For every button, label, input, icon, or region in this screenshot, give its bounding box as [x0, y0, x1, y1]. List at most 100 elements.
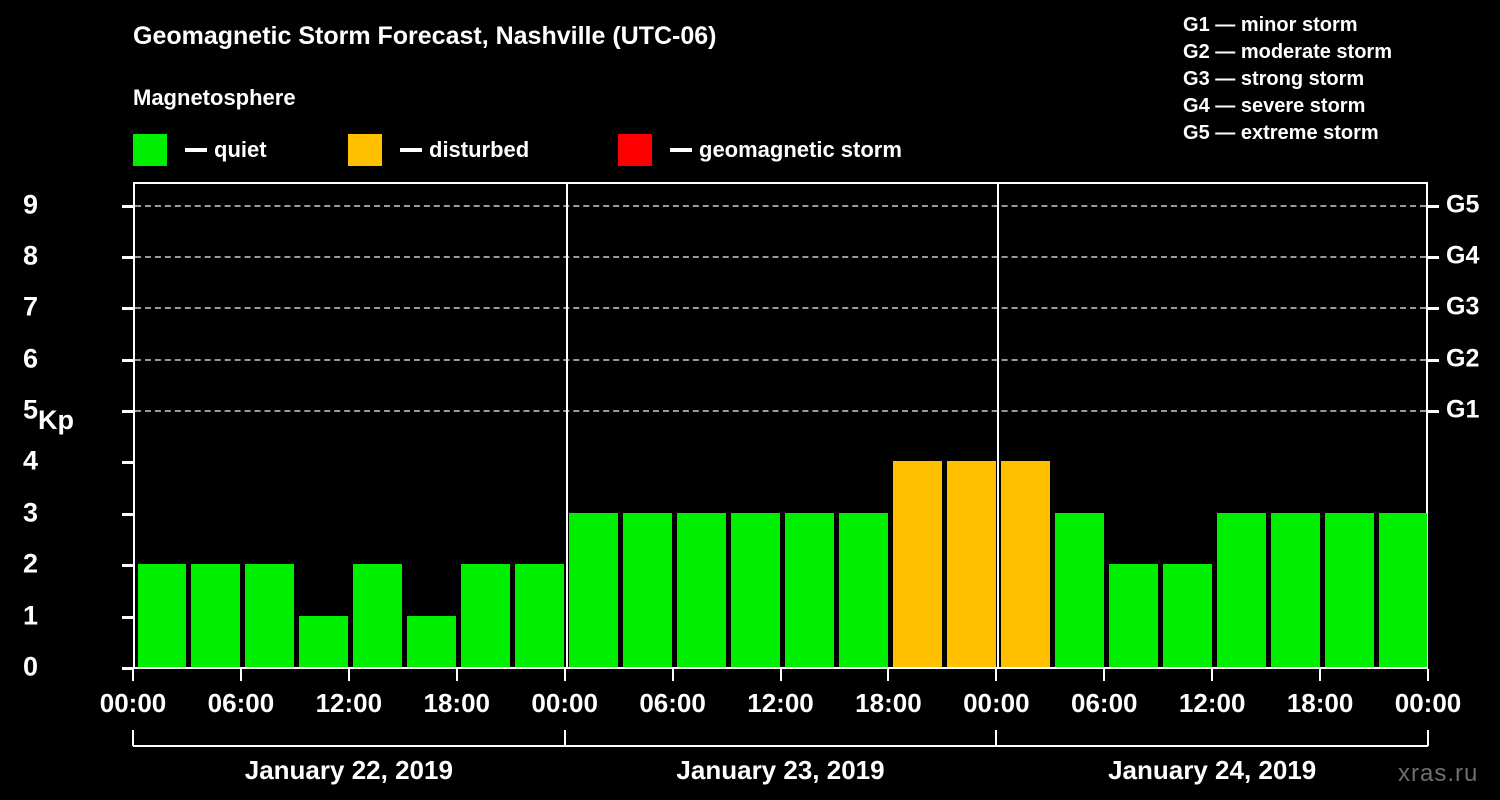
watermark: xras.ru	[1398, 760, 1479, 787]
g-legend-row-g4: G4 — severe storm	[1183, 93, 1392, 120]
x-tick-label-0: 00:00	[99, 688, 167, 718]
g-legend-row-g1: G1 — minor storm	[1183, 12, 1392, 39]
legend-dash-icon	[185, 148, 207, 152]
g-scale-legend: G1 — minor storm G2 — moderate storm G3 — …	[1183, 12, 1392, 147]
bar	[785, 512, 834, 667]
g-tick-mark-g1	[1428, 410, 1439, 414]
x-tick-label-10: 12:00	[1178, 688, 1246, 718]
bar	[731, 512, 780, 667]
y-tick-label-0: 0	[22, 651, 38, 682]
y-tick-label-3: 3	[22, 497, 38, 528]
g-axis-label-g3: G3	[1446, 292, 1480, 321]
g-legend-row-g5: G5 — extreme storm	[1183, 120, 1392, 147]
bar	[407, 615, 457, 667]
bar	[1054, 512, 1104, 667]
legend-label: quiet	[214, 137, 267, 162]
y-tick-mark-5	[122, 410, 133, 414]
y-tick-mark-3	[122, 512, 133, 516]
g-axis-label-g2: G2	[1446, 344, 1480, 373]
x-tick-label-11: 18:00	[1286, 688, 1354, 718]
x-tick-label-2: 12:00	[315, 688, 383, 718]
y-axis-title: Kp	[38, 405, 74, 435]
g-legend-row-g3: G3 — strong storm	[1183, 66, 1392, 93]
day-axis-tick	[995, 730, 998, 746]
g-tick-mark-g2	[1428, 358, 1439, 362]
bar	[1108, 564, 1158, 667]
g-tick-mark-g4	[1428, 255, 1439, 259]
day-label-1: January 22, 2019	[244, 755, 453, 785]
x-tick-mark-6	[779, 669, 782, 681]
bar	[892, 461, 942, 667]
bar	[461, 564, 511, 667]
y-tick-label-2: 2	[22, 548, 38, 579]
x-tick-label-8: 00:00	[963, 688, 1030, 718]
legend-swatch-icon	[348, 134, 382, 166]
disturbed-legend: disturbed	[348, 132, 529, 168]
bar	[353, 564, 403, 667]
g-axis-label-g4: G4	[1446, 241, 1480, 270]
y-tick-mark-4	[122, 461, 133, 465]
bar	[299, 615, 349, 667]
x-tick-mark-9	[1103, 669, 1106, 681]
x-tick-mark-7	[887, 669, 890, 681]
page-title: Geomagnetic Storm Forecast, Nashville (U…	[133, 22, 717, 50]
g-legend-text: strong storm	[1240, 68, 1365, 90]
legend-label: geomagnetic storm	[699, 137, 902, 162]
g-legend-dash-icon: —	[1209, 14, 1241, 36]
day-axis-tick	[563, 730, 566, 746]
bar	[1270, 512, 1320, 667]
bar	[245, 564, 295, 667]
x-tick-mark-2	[347, 669, 350, 681]
bar	[137, 564, 187, 667]
y-tick-mark-0	[122, 667, 133, 670]
x-tick-label-5: 06:00	[639, 688, 706, 718]
g-legend-text: severe storm	[1240, 95, 1366, 117]
y-tick-label-9: 9	[22, 189, 38, 220]
day-divider	[565, 184, 568, 667]
day-axis-tick	[1427, 730, 1429, 746]
y-tick-mark-7	[122, 307, 133, 311]
series-title: Magnetosphere	[133, 85, 296, 110]
x-tick-mark-10	[1211, 669, 1214, 681]
g-legend-text: minor storm	[1240, 14, 1358, 36]
x-tick-label-9: 06:00	[1071, 688, 1138, 718]
g-legend-dash-icon: —	[1209, 122, 1241, 144]
y-tick-mark-8	[122, 255, 133, 259]
x-tick-mark-1	[239, 669, 242, 681]
y-tick-label-6: 6	[22, 343, 38, 374]
bar	[946, 461, 996, 667]
y-tick-label-1: 1	[22, 600, 38, 631]
gridline-kp-9	[135, 204, 1426, 207]
legend-dash-icon	[670, 148, 692, 152]
x-tick-label-7: 18:00	[855, 688, 922, 718]
g-axis-label-g1: G1	[1446, 395, 1480, 424]
x-tick-label-12: 00:00	[1394, 688, 1462, 718]
day-axis-tick	[132, 730, 134, 746]
g-legend-dash-icon: —	[1209, 41, 1241, 63]
legend-dash-icon	[400, 148, 422, 152]
bar	[623, 512, 673, 667]
g-legend-code: G5	[1183, 122, 1210, 144]
x-tick-label-6: 12:00	[747, 688, 814, 718]
bar	[1324, 512, 1374, 667]
g-legend-code: G2	[1183, 41, 1210, 63]
plot-area	[133, 182, 1428, 669]
bar	[677, 512, 727, 667]
g-axis-label-g5: G5	[1446, 190, 1480, 219]
g-legend-text: extreme storm	[1240, 122, 1379, 144]
gridline-kp-8	[135, 255, 1426, 258]
x-tick-mark-8	[995, 669, 998, 681]
bar	[191, 564, 241, 667]
legend-swatch-icon	[618, 134, 652, 166]
g-tick-mark-g5	[1428, 204, 1439, 208]
g-legend-code: G1	[1183, 14, 1210, 36]
bar	[838, 512, 888, 667]
bar	[1000, 461, 1050, 667]
day-label-2: January 23, 2019	[676, 755, 885, 785]
x-tick-mark-12	[1427, 669, 1429, 681]
plot-inner	[135, 184, 1428, 667]
g-legend-dash-icon: —	[1209, 95, 1241, 117]
day-label-3: January 24, 2019	[1108, 755, 1317, 785]
gridline-kp-5	[135, 410, 1426, 413]
